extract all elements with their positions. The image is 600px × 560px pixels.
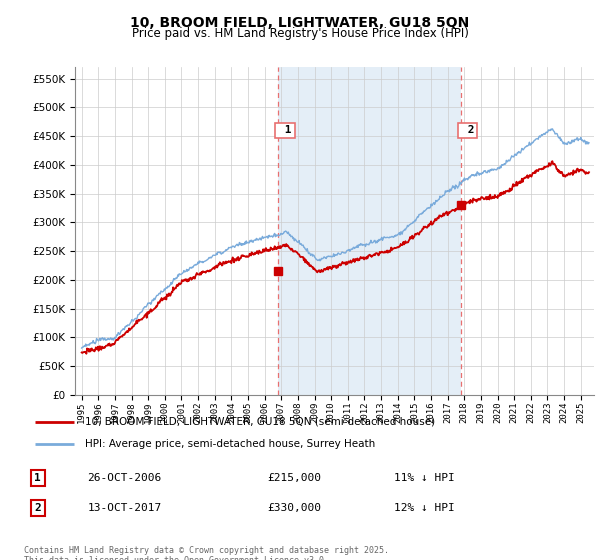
Text: 1: 1 [278, 125, 292, 136]
Text: HPI: Average price, semi-detached house, Surrey Heath: HPI: Average price, semi-detached house,… [85, 438, 375, 449]
Text: 26-OCT-2006: 26-OCT-2006 [88, 473, 162, 483]
Text: 11% ↓ HPI: 11% ↓ HPI [394, 473, 455, 483]
Text: £215,000: £215,000 [267, 473, 321, 483]
Text: 10, BROOM FIELD, LIGHTWATER, GU18 5QN (semi-detached house): 10, BROOM FIELD, LIGHTWATER, GU18 5QN (s… [85, 417, 435, 427]
Text: £330,000: £330,000 [267, 503, 321, 513]
Text: 12% ↓ HPI: 12% ↓ HPI [394, 503, 455, 513]
Text: Contains HM Land Registry data © Crown copyright and database right 2025.
This d: Contains HM Land Registry data © Crown c… [24, 546, 389, 560]
Text: 13-OCT-2017: 13-OCT-2017 [88, 503, 162, 513]
Bar [278, 67, 461, 395]
Text: 2: 2 [34, 503, 41, 513]
Text: 1: 1 [34, 473, 41, 483]
Text: Price paid vs. HM Land Registry's House Price Index (HPI): Price paid vs. HM Land Registry's House … [131, 27, 469, 40]
Text: 10, BROOM FIELD, LIGHTWATER, GU18 5QN: 10, BROOM FIELD, LIGHTWATER, GU18 5QN [130, 16, 470, 30]
Text: 2: 2 [461, 125, 474, 136]
